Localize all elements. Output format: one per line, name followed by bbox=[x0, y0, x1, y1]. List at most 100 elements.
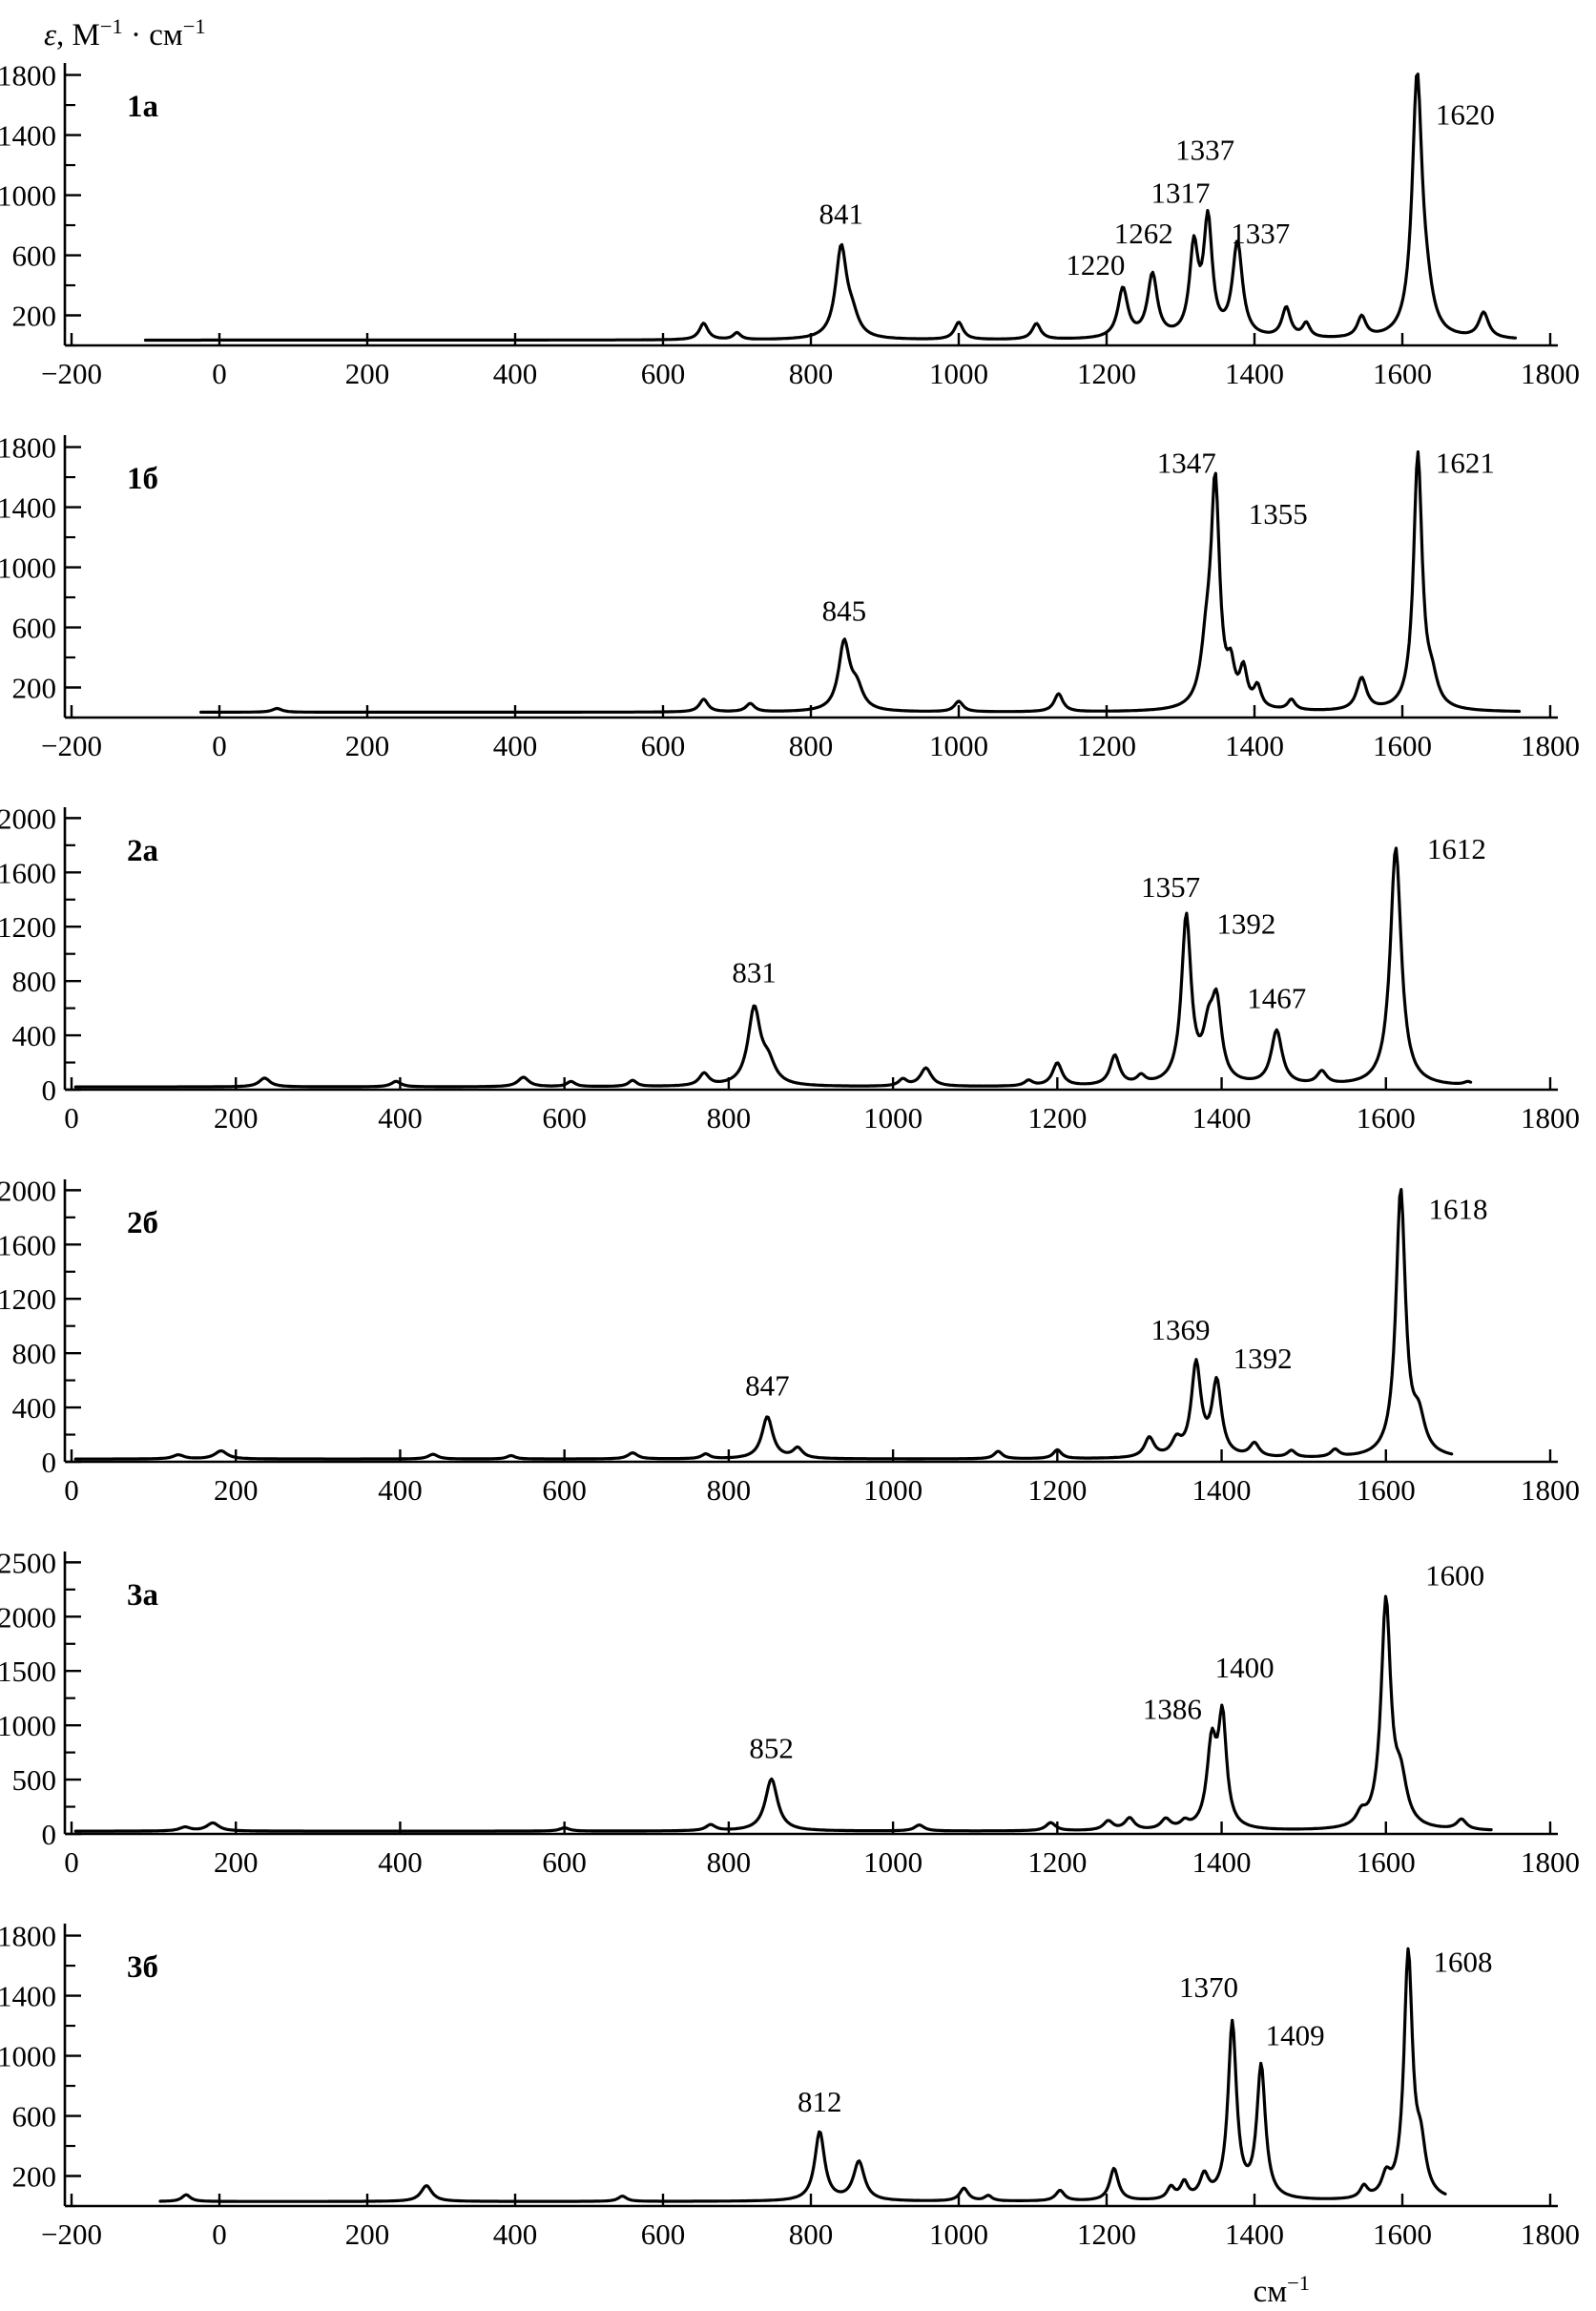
y-tick-label: 1600 bbox=[0, 856, 56, 889]
x-tick-label: 1000 bbox=[863, 1845, 922, 1879]
peak-label-812: 812 bbox=[798, 2085, 842, 2118]
x-tick-label: 1200 bbox=[1077, 2217, 1136, 2251]
x-tick-label: 800 bbox=[707, 1101, 752, 1135]
panel-label-3a: 3а bbox=[127, 1578, 158, 1613]
x-tick-label: 1200 bbox=[1077, 729, 1136, 762]
x-tick-label: 400 bbox=[378, 1101, 423, 1135]
peak-label-1620: 1620 bbox=[1436, 98, 1495, 132]
x-tick-label: 1000 bbox=[929, 357, 988, 390]
x-tick-label: 1400 bbox=[1192, 1845, 1252, 1879]
x-tick-label: 400 bbox=[493, 2217, 538, 2251]
peak-label-1400: 1400 bbox=[1215, 1651, 1275, 1684]
y-tick-label: 400 bbox=[12, 1019, 57, 1052]
x-tick-label: 1600 bbox=[1357, 1845, 1416, 1879]
peak-label-1337: 1337 bbox=[1231, 217, 1290, 250]
spectrum-curve-3b bbox=[158, 1947, 1447, 2203]
y-tick-label: 1400 bbox=[0, 119, 56, 153]
x-tick-label: 0 bbox=[64, 1101, 79, 1135]
y-tick-label: 800 bbox=[12, 1337, 57, 1370]
x-tick-label: 1400 bbox=[1225, 729, 1284, 762]
peak-label-1608: 1608 bbox=[1434, 1945, 1493, 1978]
x-tick-label: 800 bbox=[707, 1845, 752, 1879]
peak-label-1357: 1357 bbox=[1141, 870, 1200, 904]
spectrum-panel-2a: 0 200 400 600 800 1000 1200 1400 1600 1800 0 400 800… bbox=[0, 802, 1580, 1135]
x-tick-label: 1800 bbox=[1521, 1473, 1580, 1507]
x-tick-label: 400 bbox=[493, 729, 538, 762]
y-tick-label: 600 bbox=[12, 612, 57, 645]
x-tick-label: 400 bbox=[378, 1845, 423, 1879]
x-tick-label: 1400 bbox=[1192, 1101, 1252, 1135]
y-tick-label: 1800 bbox=[0, 59, 56, 93]
x-tick-label: 600 bbox=[641, 2217, 686, 2251]
x-tick-label: 200 bbox=[345, 2217, 390, 2251]
y-tick-label: 800 bbox=[12, 965, 57, 998]
spectrum-panel-2b: 0 200 400 600 800 1000 1200 1400 1600 1800 0 400 800… bbox=[0, 1174, 1580, 1507]
peak-label-1262: 1262 bbox=[1114, 217, 1173, 250]
y-tick-label: 1400 bbox=[0, 1980, 56, 2013]
y-tick-label: 2000 bbox=[0, 1174, 56, 1207]
x-tick-label: 200 bbox=[214, 1473, 259, 1507]
x-tick-label: 1400 bbox=[1192, 1473, 1252, 1507]
x-tick-label: 1600 bbox=[1373, 357, 1432, 390]
peak-label-1337: 1337 bbox=[1175, 134, 1234, 167]
y-tick-label: 1800 bbox=[0, 1920, 56, 1953]
x-tick-label: 1800 bbox=[1521, 729, 1580, 762]
y-tick-label: 1000 bbox=[0, 179, 56, 213]
y-tick-label: 1600 bbox=[0, 1228, 56, 1261]
x-tick-label: 1200 bbox=[1027, 1845, 1087, 1879]
epsilon-symbol: ε bbox=[44, 18, 57, 52]
y-tick-label: 400 bbox=[12, 1391, 57, 1425]
x-tick-label: 400 bbox=[493, 357, 538, 390]
y-tick-label: 0 bbox=[42, 1446, 57, 1479]
y-tick-label: 2000 bbox=[0, 1600, 56, 1634]
x-tick-label: 1000 bbox=[929, 729, 988, 762]
spectrum-curve-1a bbox=[143, 73, 1518, 343]
peak-label-1392: 1392 bbox=[1233, 1342, 1293, 1375]
peak-label-847: 847 bbox=[745, 1368, 790, 1402]
spectrum-curve-1b bbox=[199, 450, 1522, 714]
spectrum-panel-3b: −200 0 200 400 600 800 1000 1200 1400 1600 1800 200… bbox=[0, 1920, 1580, 2251]
y-tick-label: 1000 bbox=[0, 2040, 56, 2073]
y-tick-label: 2500 bbox=[0, 1546, 56, 1579]
x-tick-label: 800 bbox=[789, 2217, 834, 2251]
x-axis-unit: см−1 bbox=[1253, 2271, 1310, 2309]
x-tick-label: 0 bbox=[212, 2217, 227, 2251]
y-tick-label: 200 bbox=[12, 2160, 57, 2194]
peak-label-1467: 1467 bbox=[1247, 982, 1306, 1015]
y-axis-title: ε, М−1 · см−1 bbox=[44, 14, 206, 52]
x-tick-label: 600 bbox=[542, 1101, 587, 1135]
x-tick-label: 1800 bbox=[1521, 2217, 1580, 2251]
peak-label-1409: 1409 bbox=[1266, 2019, 1325, 2052]
panel-label-1b: 1б bbox=[127, 462, 158, 496]
y-tick-label: 1200 bbox=[0, 910, 56, 944]
x-tick-label: 200 bbox=[214, 1101, 259, 1135]
spectrum-curve-2b bbox=[73, 1188, 1454, 1461]
peak-label-1355: 1355 bbox=[1249, 497, 1308, 531]
spectrum-curve-2a bbox=[73, 846, 1473, 1089]
x-tick-label: −200 bbox=[41, 729, 102, 762]
x-tick-label: 0 bbox=[64, 1473, 79, 1507]
peak-label-1618: 1618 bbox=[1429, 1192, 1488, 1225]
x-tick-label: 1000 bbox=[863, 1101, 922, 1135]
spectrum-panel-3a: 0 200 400 600 800 1000 1200 1400 1600 1800 0 500 100… bbox=[0, 1546, 1580, 1879]
x-tick-label: 1600 bbox=[1373, 729, 1432, 762]
x-tick-label: 1800 bbox=[1521, 1845, 1580, 1879]
x-tick-label: −200 bbox=[41, 2217, 102, 2251]
x-tick-label: 1200 bbox=[1077, 357, 1136, 390]
x-tick-label: 600 bbox=[641, 729, 686, 762]
y-tick-label: 1500 bbox=[0, 1655, 56, 1688]
peak-label-1220: 1220 bbox=[1066, 248, 1125, 281]
panel-label-2a: 2а bbox=[127, 834, 158, 868]
x-tick-label: 1000 bbox=[863, 1473, 922, 1507]
peak-label-1317: 1317 bbox=[1151, 176, 1211, 209]
x-tick-label: 1600 bbox=[1357, 1101, 1416, 1135]
y-tick-label: 600 bbox=[12, 2100, 57, 2134]
y-tick-label: 600 bbox=[12, 239, 57, 273]
y-tick-label: 0 bbox=[42, 1073, 57, 1107]
x-tick-label: 1200 bbox=[1027, 1101, 1087, 1135]
peak-label-1347: 1347 bbox=[1157, 446, 1216, 479]
peak-label-1392: 1392 bbox=[1216, 906, 1275, 940]
panels-container: −200 0 200 400 600 800 1000 1200 1400 1600 1800 200… bbox=[0, 48, 1596, 2280]
x-tick-label: 0 bbox=[64, 1845, 79, 1879]
